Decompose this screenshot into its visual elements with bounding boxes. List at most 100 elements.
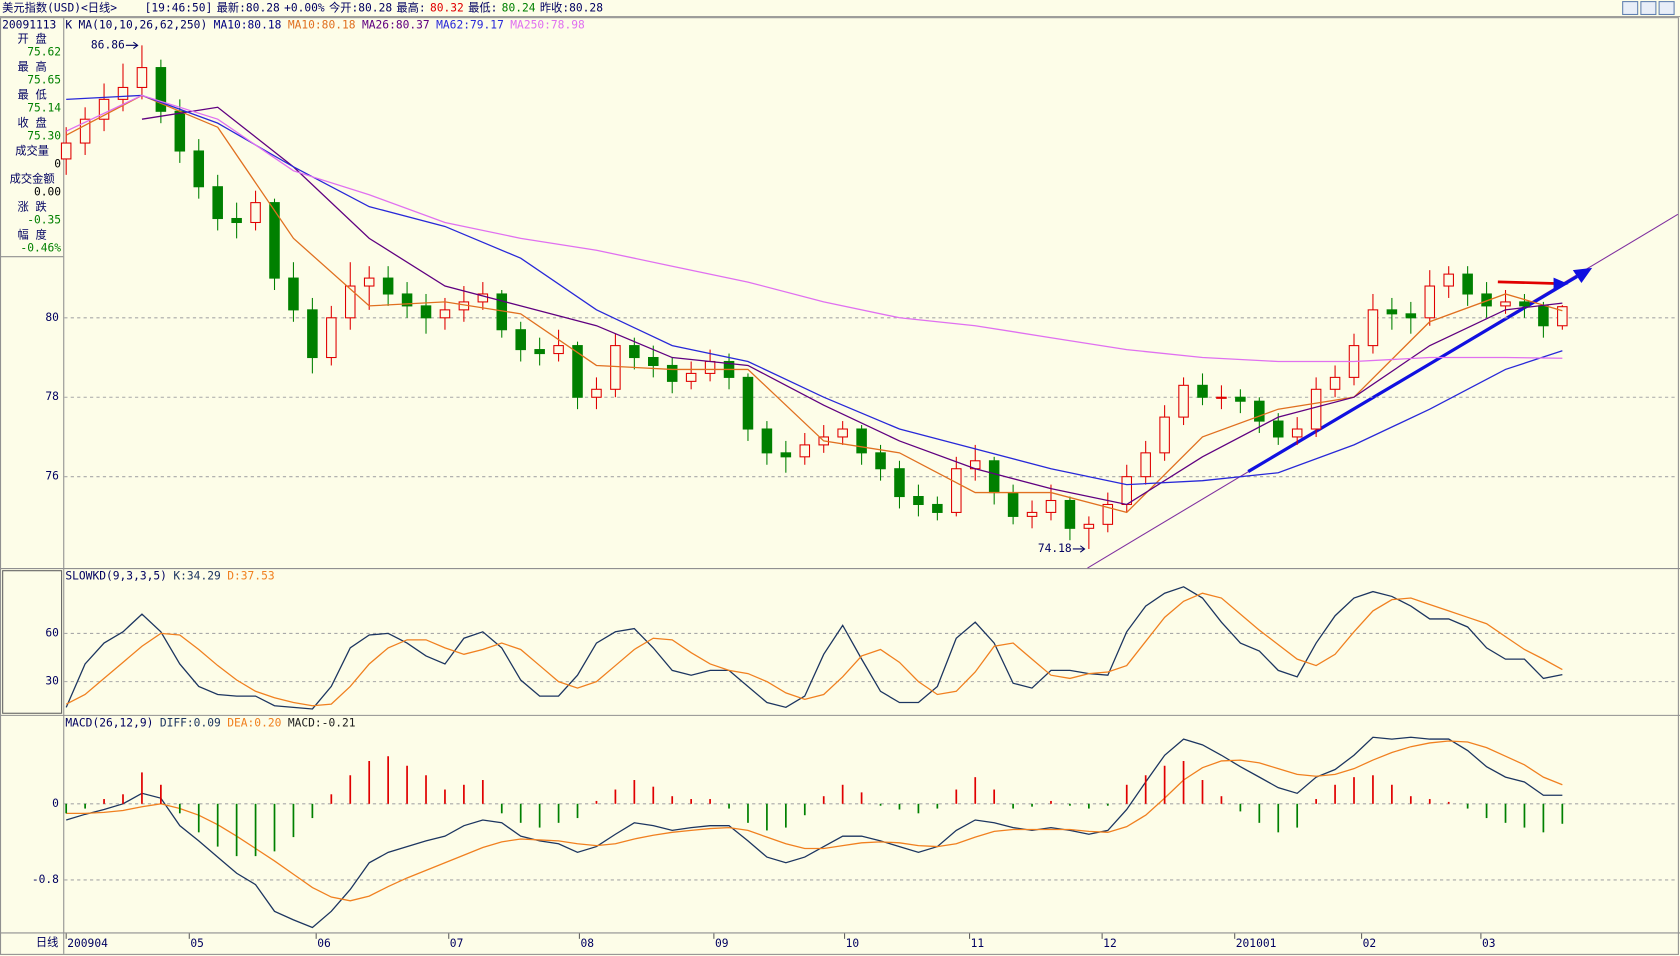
candle-body	[1443, 273, 1454, 287]
candle-body	[1310, 388, 1322, 430]
y-tick-label: 76	[45, 470, 59, 483]
header-text: +0.00%	[284, 2, 325, 15]
candle-body	[1007, 492, 1019, 517]
candle-body	[1216, 396, 1227, 399]
toolbar-buttons	[1622, 1, 1675, 16]
candle-body	[1557, 306, 1568, 327]
extreme-arrow	[125, 41, 139, 49]
info-value: 75.65	[27, 73, 61, 86]
header-text: 昨收:80.28	[540, 1, 603, 15]
candle-body	[1538, 305, 1549, 327]
info-value: -0.35	[27, 213, 61, 226]
candle-body	[1367, 309, 1379, 347]
legend-text: MA(10,10,26,62,250)	[79, 19, 208, 32]
toolbar-button[interactable]	[1658, 1, 1675, 16]
toolbar-button[interactable]	[1622, 1, 1639, 16]
candle-body	[174, 110, 186, 152]
y-tick-label: 78	[45, 390, 59, 403]
indicator-box	[2, 570, 63, 714]
toolbar-button[interactable]	[1640, 1, 1657, 16]
candle-body	[117, 86, 129, 100]
y-tick-label: 30	[45, 675, 59, 688]
candle-body	[1140, 452, 1151, 478]
candle-body	[231, 217, 242, 224]
candle-body	[1121, 476, 1133, 506]
candle-body	[799, 444, 811, 458]
candle-body	[1197, 384, 1208, 398]
indicator-line	[65, 94, 1563, 514]
candle-body	[591, 388, 602, 398]
legend-text: MA10:80.18	[214, 19, 282, 32]
y-tick-label: -0.8	[32, 873, 59, 886]
legend-text: MA26:80.37	[362, 19, 430, 32]
candle-body	[913, 495, 924, 506]
header-text: 最新:80.28	[217, 1, 280, 15]
header-text: 最低:	[468, 2, 497, 15]
candle-body	[420, 305, 432, 319]
x-tick-label: 200904	[67, 937, 108, 950]
legend-text: K:34.29	[173, 570, 221, 583]
candle-body	[1405, 313, 1417, 319]
candle-body	[1083, 523, 1095, 529]
candle-body	[629, 345, 640, 359]
info-value: 0.00	[34, 185, 61, 198]
candle-body	[79, 118, 91, 144]
x-tick-label: 05	[190, 937, 204, 950]
candle-body	[951, 468, 962, 513]
indicator-line	[65, 94, 1563, 363]
candle-body	[761, 428, 773, 454]
candle-body	[439, 309, 451, 319]
info-value: 0	[54, 157, 61, 170]
candle-body	[648, 356, 659, 367]
candle-body	[1386, 309, 1398, 315]
candle-body	[610, 345, 621, 390]
y-tick-label: 60	[45, 626, 59, 639]
candle-body	[60, 142, 72, 160]
candle-body	[553, 345, 564, 355]
candle-body	[534, 349, 545, 355]
extreme-arrow	[1072, 545, 1086, 553]
info-label: 成交金额	[10, 172, 55, 186]
trend-arrow	[1247, 275, 1578, 473]
candle-body	[685, 372, 697, 382]
x-tick-label: 07	[450, 937, 464, 950]
trend-arrow	[1497, 280, 1556, 285]
legend-text: MA250:78.98	[510, 19, 585, 32]
legend-text: MACD(26,12,9)	[65, 716, 153, 729]
y-tick-label: 80	[45, 311, 59, 324]
candle-body	[932, 503, 943, 513]
legend-text: DEA:0.20	[227, 716, 281, 729]
candle-body	[401, 293, 413, 307]
info-label: 收 盘	[18, 116, 47, 130]
candle-body	[269, 202, 280, 279]
info-value: 75.30	[27, 129, 61, 142]
legend-text: SLOWKD(9,3,3,5)	[65, 570, 167, 583]
legend-text: D:37.53	[227, 570, 274, 583]
candle-body	[1102, 503, 1114, 525]
candle-body	[363, 277, 375, 287]
candle-body	[477, 293, 489, 303]
candle-body	[1064, 499, 1076, 529]
indicator-line	[66, 740, 1563, 902]
legend-text: MA62:79.17	[436, 19, 504, 32]
candle-body	[1519, 301, 1530, 307]
candle-body	[288, 277, 299, 311]
candle-body	[1026, 511, 1038, 517]
legend-text: MA10:80.18	[288, 19, 356, 32]
candle-body	[1045, 499, 1057, 513]
info-value: 75.62	[27, 46, 61, 59]
info-date: 20091113	[2, 19, 56, 32]
candle-body	[704, 360, 716, 374]
x-tick-label: 12	[1103, 937, 1117, 950]
candle-body	[307, 309, 318, 359]
indicator-line	[141, 106, 1563, 506]
info-label: 幅 度	[18, 227, 47, 241]
info-label: 最 低	[18, 89, 47, 102]
info-label: 开 盘	[18, 32, 47, 46]
x-tick-label: 02	[1363, 937, 1377, 950]
candle-body	[1329, 376, 1341, 390]
x-tick-label: 08	[580, 937, 594, 950]
candle-body	[515, 329, 526, 351]
